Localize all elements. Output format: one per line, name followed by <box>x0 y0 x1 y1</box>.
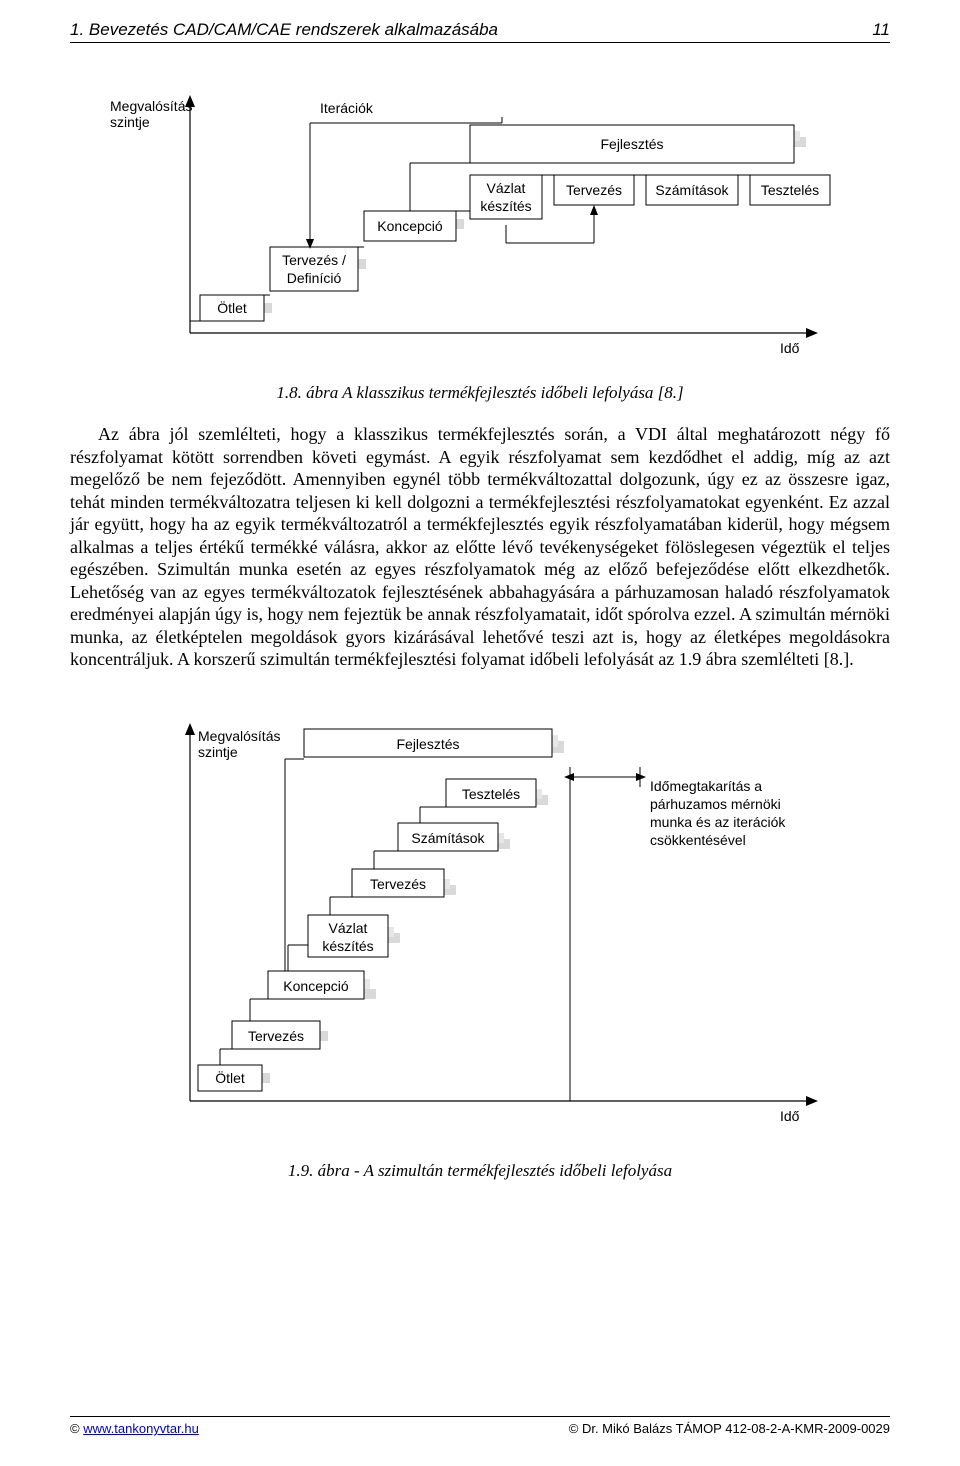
d2-side-l2: párhuzamos mérnöki <box>650 796 781 812</box>
figure-caption-2: 1.9. ábra - A szimultán termékfejlesztés… <box>70 1161 890 1181</box>
d2-konc: Koncepció <box>283 978 349 994</box>
d1-konc: Koncepció <box>377 218 443 234</box>
d2-yaxis-l2: szintje <box>198 744 238 760</box>
d2-terv1: Tervezés <box>248 1028 304 1044</box>
copyright-symbol-2: © <box>569 1421 579 1436</box>
body-paragraph: Az ábra jól szemlélteti, hogy a klasszik… <box>70 423 890 671</box>
d2-side-l1: Időmegtakarítás a <box>650 778 762 794</box>
page-header: 1. Bevezetés CAD/CAM/CAE rendszerek alka… <box>70 20 890 43</box>
page-number: 11 <box>872 20 890 40</box>
d1-vaz-l2: készítés <box>480 198 531 214</box>
d1-iter: Iterációk <box>320 100 374 116</box>
d1-xaxis: Idő <box>780 340 800 356</box>
d1-terv: Tervezés <box>566 182 622 198</box>
copyright-symbol: © <box>70 1421 80 1436</box>
d2-yaxis-l1: Megvalósítás <box>198 728 280 744</box>
d2-szam: Számítások <box>411 830 485 846</box>
d2-side-l3: munka és az iterációk <box>650 814 786 830</box>
d1-tdef-l1: Tervezés / <box>282 252 346 268</box>
d1-otlet: Ötlet <box>217 299 247 316</box>
chapter-title: 1. Bevezetés CAD/CAM/CAE rendszerek alka… <box>70 20 498 40</box>
d1-yaxis-l1: Megvalósítás <box>110 98 192 114</box>
d1-vaz-l1: Vázlat <box>487 180 526 196</box>
d2-side-l4: csökkentésével <box>650 832 746 848</box>
figure-caption-1: 1.8. ábra A klasszikus termékfejlesztés … <box>70 383 890 403</box>
d1-szam: Számítások <box>655 182 729 198</box>
d1-fejl: Fejlesztés <box>600 136 663 152</box>
d1-tdef-l2: Definíció <box>287 270 342 286</box>
d2-teszt: Tesztelés <box>462 786 520 802</box>
d1-yaxis-l2: szintje <box>110 114 150 130</box>
d2-vaz-l1: Vázlat <box>329 920 368 936</box>
d2-otlet: Ötlet <box>215 1069 245 1086</box>
d2-vaz-l2: készítés <box>322 938 373 954</box>
footer-link[interactable]: www.tankonyvtar.hu <box>83 1421 199 1436</box>
diagram-2: Megvalósítás szintje Idő Időmegtakarítás… <box>70 701 890 1151</box>
d2-fejl: Fejlesztés <box>396 736 459 752</box>
d1-teszt: Tesztelés <box>761 182 819 198</box>
diagram-1: Megvalósítás szintje Idő Ötlet Tervezés … <box>70 73 890 373</box>
page-footer: © www.tankonyvtar.hu © Dr. Mikó Balázs T… <box>70 1416 890 1436</box>
d2-xaxis: Idő <box>780 1108 800 1124</box>
footer-right: Dr. Mikó Balázs TÁMOP 412-08-2-A-KMR-200… <box>582 1421 890 1436</box>
d2-terv2: Tervezés <box>370 876 426 892</box>
